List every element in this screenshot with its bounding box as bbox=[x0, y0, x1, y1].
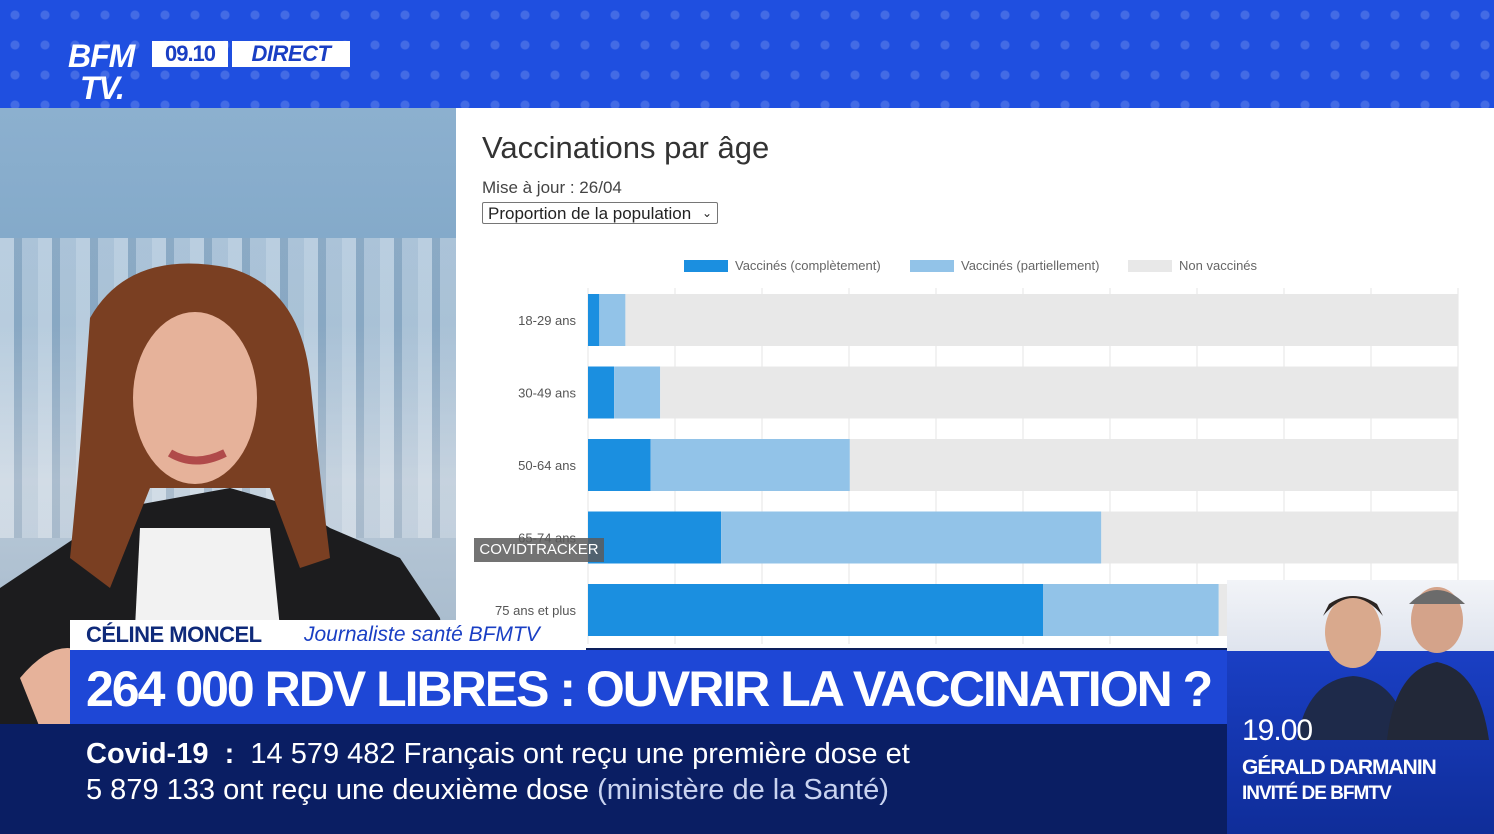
guest-portraits bbox=[1297, 587, 1489, 740]
bar-segment bbox=[849, 439, 1458, 491]
promo-panel: 19.00 GÉRALD DARMANIN INVITÉ DE BFMTV bbox=[1227, 580, 1494, 834]
speaker-role: Journaliste santé BFMTV bbox=[304, 623, 540, 646]
news-ticker: Covid-19 : 14 579 482 Français ont reçu … bbox=[0, 724, 1227, 834]
category-label: 50-64 ans bbox=[518, 458, 576, 473]
bar-segment bbox=[1043, 584, 1219, 636]
headline-text: 264 000 RDV LIBRES : OUVRIR LA VACCINATI… bbox=[86, 661, 1213, 717]
legend-swatch bbox=[1128, 260, 1172, 272]
studio-video bbox=[0, 108, 456, 728]
bar-segment bbox=[588, 294, 600, 346]
legend-swatch bbox=[910, 260, 954, 272]
live-badge: DIRECT bbox=[232, 41, 350, 67]
ticker-line-1: Covid-19 : 14 579 482 Français ont reçu … bbox=[86, 738, 910, 771]
category-label: 30-49 ans bbox=[518, 386, 576, 401]
promo-subtitle: INVITÉ DE BFMTV bbox=[1242, 783, 1392, 804]
bar-segment bbox=[1101, 511, 1458, 564]
bar-segment bbox=[721, 511, 1102, 564]
ticker-source: (ministère de la Santé) bbox=[597, 774, 889, 806]
select-value: Proportion de la population bbox=[488, 204, 692, 223]
bfmtv-logo: BFM TV. bbox=[68, 38, 135, 106]
bar-segment bbox=[588, 366, 615, 419]
legend-label: Vaccinés (partiellement) bbox=[961, 258, 1099, 273]
chart-panel: Vaccinations par âge Mise à jour : 26/04… bbox=[456, 108, 1494, 648]
legend-label: Vaccinés (complètement) bbox=[735, 258, 881, 273]
top-banner: BFM TV. 09.10 DIRECT bbox=[0, 0, 1494, 108]
ticker-topic: Covid-19 bbox=[86, 738, 209, 770]
ticker-text-1: 14 579 482 Français ont reçu une premièr… bbox=[250, 738, 910, 770]
bar-segment bbox=[588, 584, 1044, 636]
promo-time: 19.00 bbox=[1242, 714, 1313, 747]
chart-title: Vaccinations par âge bbox=[482, 130, 770, 165]
bar-segment bbox=[660, 366, 1458, 419]
ticker-text-2: 5 879 133 ont reçu une deuxième dose bbox=[86, 774, 590, 806]
ticker-line-2: 5 879 133 ont reçu une deuxième dose (mi… bbox=[86, 774, 889, 807]
bar-segment bbox=[588, 511, 722, 564]
bar-segment bbox=[588, 439, 651, 491]
headline-bar: 264 000 RDV LIBRES : OUVRIR LA VACCINATI… bbox=[70, 650, 1227, 724]
bar-segment bbox=[599, 294, 626, 346]
clock-badge: 09.10 bbox=[152, 41, 228, 67]
legend-swatch bbox=[684, 260, 728, 272]
promo-guest: GÉRALD DARMANIN bbox=[1242, 756, 1437, 779]
population-select[interactable]: Proportion de la population ⌄ bbox=[482, 202, 718, 224]
bar-segment bbox=[614, 366, 661, 419]
category-label: 75 ans et plus bbox=[495, 603, 576, 618]
speaker-name: CÉLINE MONCEL bbox=[86, 622, 262, 647]
category-label: 18-29 ans bbox=[518, 313, 576, 328]
covidtracker-watermark: COVIDTRACKER bbox=[474, 538, 604, 562]
bar-segment bbox=[625, 294, 1458, 346]
legend-label: Non vaccinés bbox=[1179, 258, 1258, 273]
bar-segment bbox=[650, 439, 850, 491]
chevron-down-icon: ⌄ bbox=[701, 206, 712, 220]
update-date: Mise à jour : 26/04 bbox=[482, 178, 622, 197]
speaker-namebar: CÉLINE MONCEL Journaliste santé BFMTV bbox=[70, 620, 586, 650]
ticker-separator: : bbox=[224, 738, 235, 770]
